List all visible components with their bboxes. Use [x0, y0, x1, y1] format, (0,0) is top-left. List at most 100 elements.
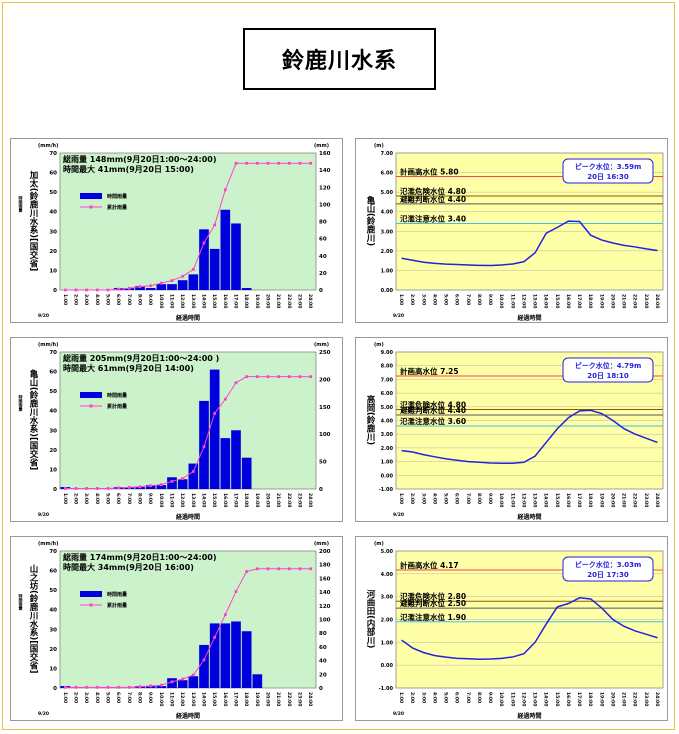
y-tick-right: 200 [319, 377, 331, 383]
level-xtick: 8:00 [476, 493, 482, 504]
x-axis-label: 経過時間 [517, 712, 541, 720]
level-xtick: 6:00 [454, 692, 460, 703]
rain-xtick: 13:00 [190, 692, 196, 706]
cum-point [63, 487, 67, 490]
rain-bar [241, 631, 252, 688]
y-tick-right: 60 [319, 645, 327, 651]
y-tick: 1.00 [381, 268, 394, 274]
y-tick-right: 40 [319, 659, 327, 665]
level-xtick: 5:00 [443, 493, 449, 504]
y-tick: 0.00 [381, 288, 394, 294]
cum-point [74, 487, 78, 490]
cum-point [74, 288, 78, 292]
rain-bar [209, 369, 220, 489]
cum-point [138, 285, 142, 288]
cum-point [255, 375, 259, 379]
unit-right: (mm) [314, 143, 329, 149]
legend-cum: 累計雨量 [107, 204, 127, 211]
cum-point [255, 161, 259, 165]
rain-xtick: 24:00 [307, 294, 313, 308]
rain-xtick: 6:00 [115, 493, 121, 504]
level-xtick: 11:00 [509, 294, 515, 308]
rain-xtick: 22:00 [286, 692, 292, 706]
threshold-label: 氾濫危険水位 4.80 [400, 400, 466, 410]
level-xtick: 13:00 [532, 493, 538, 507]
rain-xtick: 9:00 [147, 493, 153, 504]
rain-xtick: 21:00 [275, 692, 281, 706]
level-xtick: 4:00 [431, 692, 437, 703]
rain-xtick: 15:00 [211, 294, 217, 308]
cum-point [106, 288, 110, 292]
cum-point [266, 161, 270, 165]
level-xtick: 22:00 [632, 692, 638, 706]
level-xtick: 18:00 [587, 692, 593, 706]
x-axis-label: 経過時間 [517, 314, 541, 322]
date-label: 9/20 [38, 313, 49, 319]
x-axis-label: 経過時間 [176, 314, 200, 322]
level-xtick: 14:00 [543, 294, 549, 308]
rain-xtick: 2:00 [73, 692, 79, 703]
water-level-line [401, 597, 658, 660]
cum-point [298, 375, 302, 379]
cum-point [170, 680, 174, 684]
y-tick-left: 30 [49, 428, 57, 434]
cum-point [159, 683, 163, 687]
rain-xtick: 6:00 [115, 294, 121, 305]
cum-point [298, 161, 302, 165]
threshold-label: 避難判断水位 2.50 [400, 598, 466, 608]
y-tick: 3.00 [381, 595, 394, 601]
cum-point [287, 567, 291, 571]
legend-cum-marker [89, 205, 93, 209]
rain-xtick: 4:00 [94, 493, 100, 504]
cum-point [138, 685, 142, 689]
rain-xtick: 16:00 [222, 294, 228, 308]
y-tick-left: 10 [49, 467, 57, 473]
level-chart-1: 0.00 1.00 2.00 3.00 4.00 5.00 6.00 7.00 (m) 亀山(鈴鹿… [355, 138, 668, 323]
cum-point [106, 487, 110, 490]
station-label: 河曲田(内部川) [365, 589, 376, 648]
y-tick-right: 50 [319, 460, 327, 466]
y-tick: 2.00 [381, 446, 394, 452]
rain-xtick: 8:00 [137, 493, 143, 504]
y-tick-left: 0 [53, 288, 57, 294]
cum-point [202, 241, 206, 245]
y-tick-right: 40 [319, 254, 327, 260]
rain-bar [199, 400, 209, 489]
rain-xtick: 18:00 [243, 692, 249, 706]
level-xtick: 19:00 [598, 692, 604, 706]
rain-bar [241, 457, 252, 489]
y-tick: 1.00 [381, 640, 394, 646]
cum-point [127, 685, 131, 689]
y-tick-right: 120 [319, 185, 331, 191]
peak-box [562, 556, 654, 582]
unit-left: (mm/h) [38, 541, 58, 547]
peak-time: 20日 17:30 [587, 571, 629, 579]
y-tick: -1.00 [379, 686, 394, 692]
level-xtick: 7:00 [465, 493, 471, 504]
rain-xtick: 7:00 [126, 493, 132, 504]
level-xtick: 1:00 [398, 493, 404, 504]
rain-bar [177, 280, 188, 290]
threshold-label: 計画高水位 7.25 [400, 366, 459, 376]
cum-point [213, 635, 217, 639]
cum-point [95, 487, 99, 490]
rain-xtick: 5:00 [105, 692, 111, 703]
y-tick-right: 140 [319, 590, 331, 596]
legend-hourly: 時間雨量 [107, 193, 127, 200]
peak-box [562, 158, 654, 184]
legend-cum-marker [89, 603, 93, 607]
rain-xtick: 9:00 [147, 294, 153, 305]
y-tick-right: 120 [319, 604, 331, 610]
rain-xtick: 5:00 [105, 294, 111, 305]
level-xtick: 10:00 [498, 692, 504, 706]
hourly-axis-label: 時間雨量 [19, 593, 24, 611]
x-axis-label: 経過時間 [176, 513, 200, 521]
cum-point [287, 161, 291, 165]
cum-point [127, 485, 131, 489]
y-tick: 4.00 [381, 210, 394, 216]
rain-xtick: 11:00 [169, 294, 175, 308]
legend-hourly-swatch [80, 591, 102, 597]
cum-point [213, 411, 217, 415]
rain-xtick: 23:00 [297, 493, 303, 507]
y-tick-right: 60 [319, 237, 327, 243]
